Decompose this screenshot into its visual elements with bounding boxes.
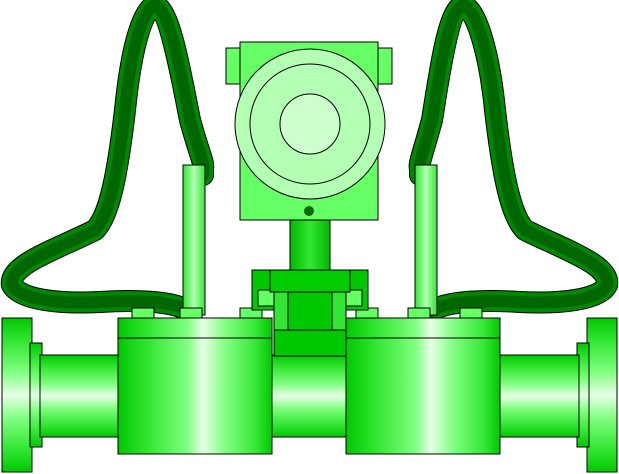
- left-inlet-pipe: [39, 354, 121, 438]
- transmitter-stem: [289, 219, 331, 277]
- center-connecting-pipe: [267, 354, 351, 438]
- display-dial-icon: [234, 48, 386, 200]
- left-flange: [1, 317, 43, 473]
- left-riser-pipe: [182, 164, 206, 316]
- right-flange: [576, 317, 618, 473]
- right-meter-body: [345, 307, 501, 455]
- status-dot-icon: [304, 206, 314, 216]
- stem-collar: [269, 269, 351, 293]
- left-meter-body: [117, 307, 273, 455]
- right-outlet-pipe: [496, 354, 580, 438]
- right-riser-pipe: [414, 164, 438, 316]
- left-sensing-tube: [0, 0, 215, 323]
- right-sensing-tube: [408, 0, 619, 323]
